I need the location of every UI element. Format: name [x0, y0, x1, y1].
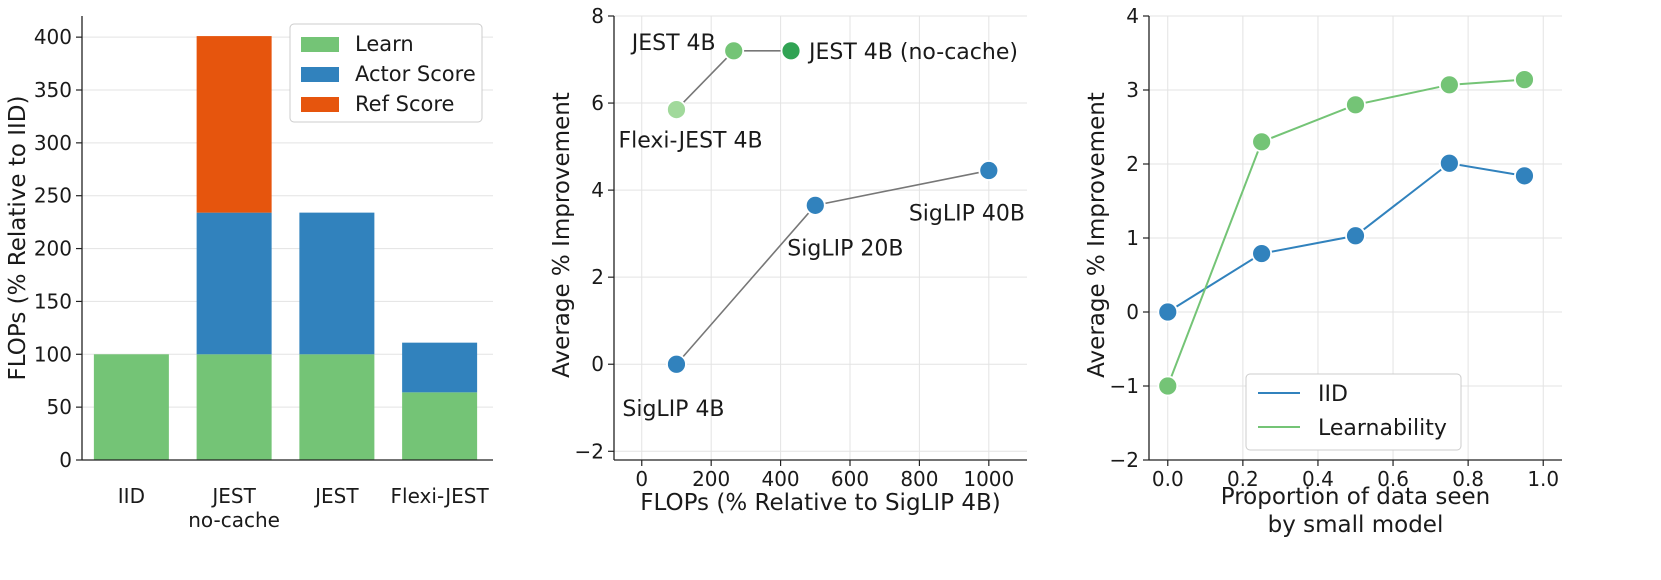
x-tick-label-line: Flexi-JEST: [391, 484, 490, 508]
y-tick-label: 3: [1126, 78, 1139, 102]
legend-entry: Learn: [355, 32, 414, 56]
y-tick-label: 1: [1126, 226, 1139, 250]
y-tick-label: −2: [1110, 448, 1139, 472]
x-tick-label-line: JEST: [210, 484, 256, 508]
data-point-iid: [1251, 243, 1273, 264]
data-point-iid: [1345, 225, 1366, 247]
x-tick-label: IID: [118, 484, 145, 508]
x-tick-label: Flexi-JEST: [391, 484, 490, 508]
data-point: [780, 40, 802, 62]
x-tick-label: 600: [831, 467, 869, 491]
point-label: JEST 4B: [630, 31, 716, 56]
data-point-learnability: [1514, 69, 1535, 91]
data-point: [978, 160, 1000, 181]
data-point-iid: [1157, 301, 1179, 323]
bar-learn: [402, 392, 478, 460]
legend-entry: Actor Score: [355, 62, 476, 86]
data-point-iid: [1438, 152, 1460, 174]
data-point-learnability: [1157, 375, 1179, 397]
y-tick-label: 0: [591, 352, 604, 376]
x-tick-label: 400: [761, 467, 799, 491]
y-tick-label: 100: [34, 342, 72, 366]
y-tick-label: 250: [34, 184, 72, 208]
x-tick-label: 200: [692, 467, 730, 491]
x-axis-label-line: by small model: [1268, 512, 1444, 538]
point-label: SigLIP 20B: [787, 236, 903, 261]
x-tick-label-line: JEST: [313, 484, 359, 508]
y-tick-label: 50: [47, 395, 72, 419]
y-tick-label: 2: [591, 265, 604, 289]
data-point-learnability: [1438, 74, 1460, 96]
y-tick-label: 4: [591, 178, 604, 202]
point-label: JEST 4B (no-cache): [807, 40, 1018, 65]
x-tick-label: 0: [635, 467, 648, 491]
x-tick-label: 800: [900, 467, 938, 491]
x-tick-label: 1.0: [1527, 467, 1559, 491]
legend: Learn Actor Score Ref Score: [289, 23, 483, 123]
data-point: [804, 194, 826, 216]
bar-learn: [93, 354, 169, 460]
x-tick-label: 0.6: [1377, 467, 1409, 491]
bar-ref-score: [196, 36, 272, 213]
y-tick-label: 150: [34, 289, 72, 313]
legend: IID Learnability: [1245, 373, 1462, 451]
legend-entry: IID: [1318, 382, 1348, 407]
x-tick-label: JEST no-cache: [188, 484, 280, 532]
x-tick-label: 0.8: [1452, 467, 1484, 491]
y-tick-label: −2: [575, 439, 604, 463]
y-tick-label: 300: [34, 131, 72, 155]
point-label: SigLIP 40B: [909, 202, 1025, 227]
legend-entry: Learnability: [1318, 416, 1447, 441]
bar-actor-score: [402, 342, 478, 393]
y-tick-label: 0: [59, 448, 72, 472]
x-tick-label: JEST: [313, 484, 359, 508]
y-tick-label: 4: [1126, 4, 1139, 28]
legend-swatch: [301, 97, 339, 112]
y-tick-label: 0: [1126, 300, 1139, 324]
x-tick-label: 0.0: [1152, 467, 1184, 491]
y-tick-label: 6: [591, 91, 604, 115]
y-tick-label: −1: [1110, 374, 1139, 398]
y-tick-label: 350: [34, 78, 72, 102]
legend-swatch: [301, 67, 339, 82]
y-axis-label: Average % Improvement: [549, 92, 575, 378]
y-tick-label: 2: [1126, 152, 1139, 176]
point-label: SigLIP 4B: [622, 397, 724, 422]
point-label: Flexi-JEST 4B: [618, 129, 762, 154]
data-point: [723, 40, 745, 62]
y-tick-label: 200: [34, 237, 72, 261]
bar-actor-score: [299, 212, 375, 355]
x-tick-label: 1000: [963, 467, 1014, 491]
data-point-learnability: [1251, 131, 1273, 153]
panel-flops-vs-improvement-scatter: 0 200 400 600 800 1000 −2 0 2 4 6 8 SigLIP 4B SigLIP …: [549, 4, 1027, 516]
x-axis-label: FLOPs (% Relative to SigLIP 4B): [640, 490, 1000, 516]
x-axis-label-line: Proportion of data seen: [1221, 484, 1490, 510]
panel-proportion-line-chart: 0.0 0.2 0.4 0.6 0.8 1.0 −2 −1 0 1 2 3 4 Proportion of…: [1084, 4, 1562, 538]
data-point-iid: [1514, 165, 1535, 187]
y-axis-label: Average % Improvement: [1084, 92, 1110, 378]
data-point: [666, 99, 687, 120]
bar-actor-score: [196, 212, 272, 355]
x-tick-label-line: no-cache: [188, 508, 280, 532]
data-point: [666, 353, 687, 375]
bar-learn: [299, 354, 375, 460]
data-point-learnability: [1345, 94, 1366, 116]
y-tick-label: 8: [591, 4, 604, 28]
x-tick-label: 0.4: [1302, 467, 1334, 491]
legend-entry: Ref Score: [355, 92, 454, 116]
y-axis-label: FLOPs (% Relative to IID): [5, 96, 31, 381]
bar-learn: [196, 354, 272, 460]
connection-line: [675, 169, 989, 365]
x-axis-label: Proportion of data seen by small model: [1221, 484, 1490, 538]
x-tick-label: 0.2: [1227, 467, 1259, 491]
x-tick-label-line: IID: [118, 484, 145, 508]
legend-swatch: [301, 37, 339, 52]
y-tick-label: 400: [34, 25, 72, 49]
